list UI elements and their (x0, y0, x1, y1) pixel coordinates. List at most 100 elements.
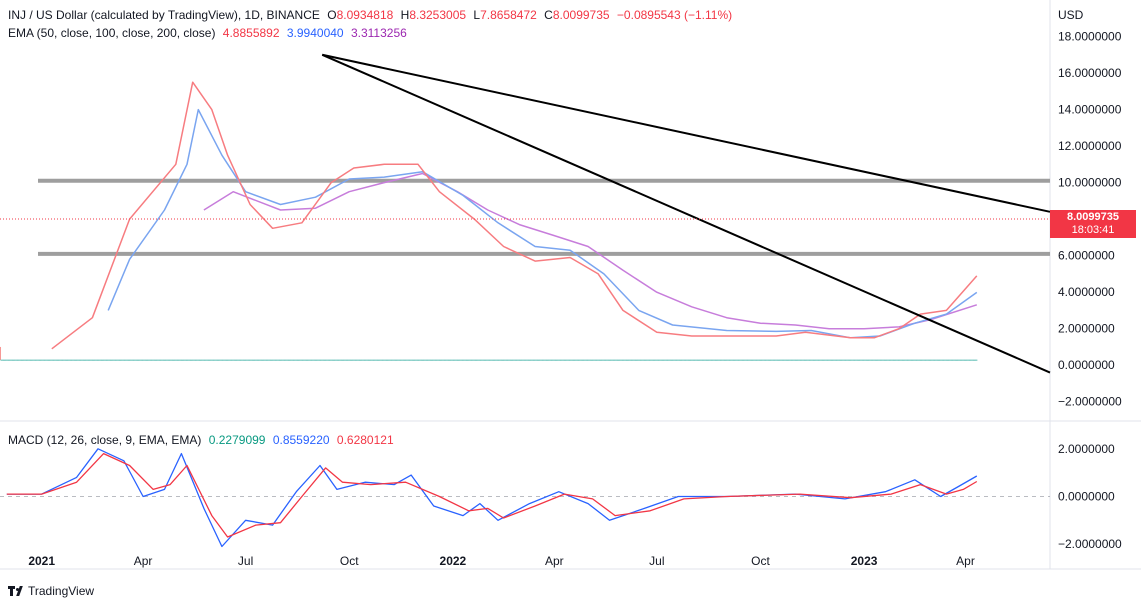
candle-body (314, 359, 317, 361)
change-value: −0.0895543 (−1.11%) (616, 8, 733, 22)
candle-body (37, 359, 39, 361)
ema200-line (203, 172, 978, 330)
candle-body (116, 359, 118, 361)
candle-body (680, 359, 683, 361)
candle-body (815, 359, 817, 361)
candle-body (712, 359, 714, 361)
candle-body (560, 359, 562, 361)
candle-body (792, 359, 794, 361)
candle-body (105, 359, 107, 361)
candle-body (72, 359, 74, 361)
candle-body (606, 359, 608, 361)
candle-body (301, 359, 303, 361)
price-axis-tick: 14.0000000 (1058, 103, 1122, 117)
candle-body (356, 359, 358, 361)
tradingview-logo[interactable]: TradingView (8, 584, 94, 598)
candle-body (671, 359, 674, 361)
candle-body (87, 359, 89, 361)
candle-body (607, 359, 609, 361)
candle-body (66, 359, 69, 361)
candle-body (738, 359, 740, 361)
candle-body (461, 359, 463, 361)
candle-body (619, 359, 621, 361)
candle-body (579, 359, 581, 361)
candle-body (96, 359, 98, 361)
candle-body (530, 359, 532, 361)
candle-body (370, 359, 372, 361)
time-axis-tick: Oct (751, 554, 770, 568)
candle-body (676, 359, 678, 361)
candle-body (910, 359, 913, 361)
candle-body (206, 359, 208, 361)
candle-body (532, 359, 534, 361)
candle-body (296, 359, 299, 361)
candle-body (308, 359, 310, 361)
candle-body (895, 359, 897, 361)
candle-body (302, 359, 304, 361)
candle-body (687, 359, 689, 361)
candle-body (415, 359, 417, 361)
candle-body (873, 359, 875, 361)
candle-body (919, 359, 922, 361)
candle-body (582, 359, 585, 361)
candle-body (426, 359, 428, 361)
candle-body (835, 359, 837, 361)
candle-body (295, 359, 297, 361)
candle-body (430, 359, 433, 361)
candle-body (714, 359, 716, 361)
candle-body (642, 359, 644, 361)
candle-body (174, 359, 176, 361)
candle-body (641, 359, 643, 361)
candle-body (846, 359, 848, 361)
candle-body (539, 359, 541, 361)
candle-body (626, 359, 629, 361)
time-axis-tick: Jul (649, 554, 664, 568)
candle-body (190, 359, 193, 361)
candle-body (448, 359, 451, 361)
candle-body (838, 359, 840, 361)
candle-body (569, 359, 571, 361)
candle-body (372, 359, 374, 361)
candle-body (572, 359, 575, 361)
candle-body (101, 359, 104, 361)
candle-body (931, 359, 933, 361)
candle-body (902, 359, 905, 361)
candle-body (633, 359, 635, 361)
candle-body (898, 359, 900, 361)
candle-body (601, 359, 603, 361)
candle-body (109, 359, 112, 361)
candle-body (908, 359, 910, 361)
candle-body (701, 359, 703, 361)
candle-body (366, 359, 368, 361)
candle-body (161, 359, 163, 361)
candle-body (463, 359, 465, 361)
candle-body (953, 359, 955, 361)
candle-body (587, 359, 589, 361)
candle-body (704, 359, 706, 361)
candle-body (598, 359, 600, 361)
candle-body (134, 359, 136, 361)
candle-body (132, 359, 134, 361)
candle-body (874, 359, 876, 361)
candle-body (12, 359, 15, 361)
candle-body (703, 359, 705, 361)
candle-body (834, 359, 836, 361)
candle-body (878, 359, 880, 361)
ema200-value: 3.3113256 (350, 26, 407, 40)
candle-body (194, 359, 196, 361)
candle-body (616, 359, 618, 361)
candle-body (802, 359, 804, 361)
candle-body (779, 359, 781, 361)
candle-body (163, 359, 166, 361)
candle-body (632, 359, 634, 361)
candle-body (697, 359, 700, 361)
candle-body (842, 359, 844, 361)
candle-body (229, 359, 231, 361)
candle-body (263, 359, 265, 361)
candle-body (617, 359, 620, 361)
candle-body (883, 359, 885, 361)
candle-body (958, 359, 960, 361)
candle-body (662, 359, 665, 361)
candle-body (781, 359, 783, 361)
